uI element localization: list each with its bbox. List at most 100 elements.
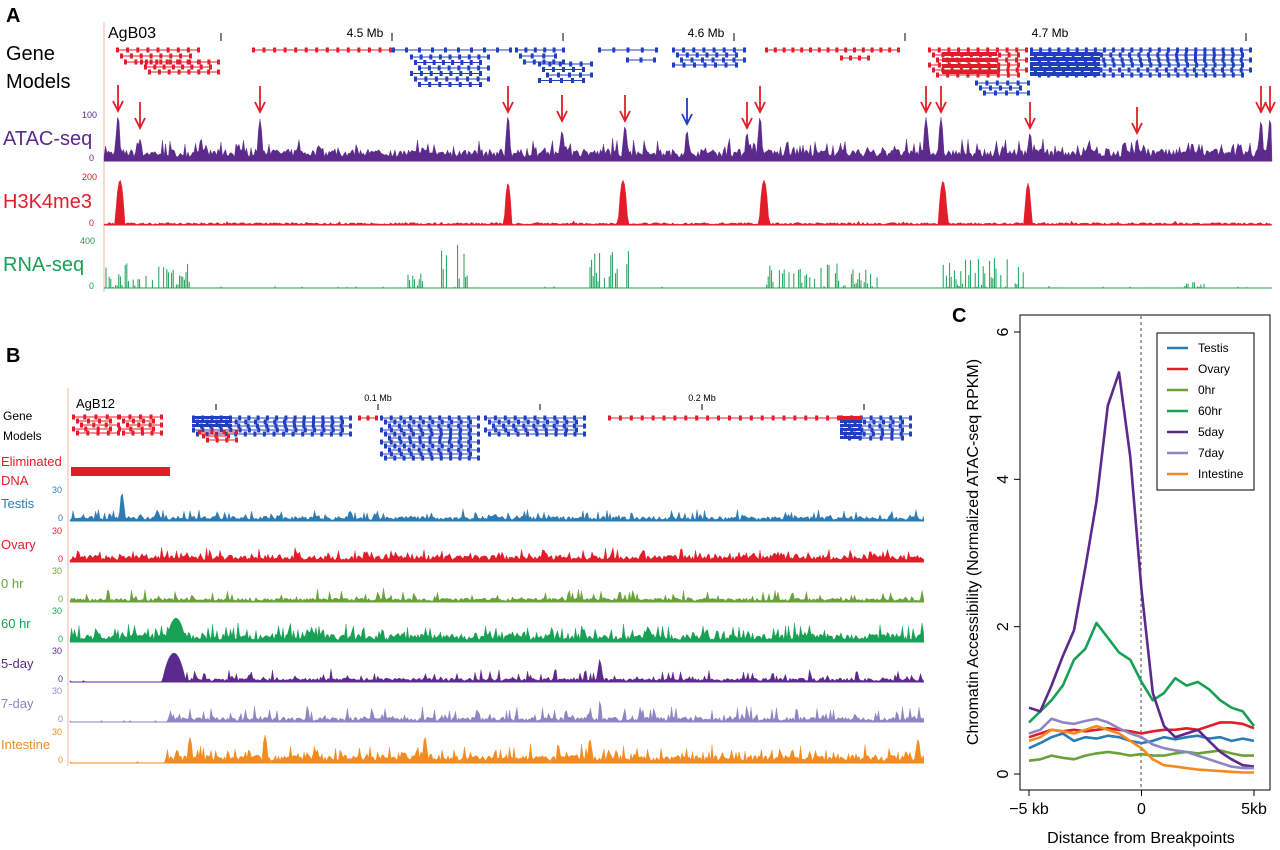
legend-label-intestine: Intestine	[1198, 467, 1244, 481]
gene-a-red-2-row-1	[144, 64, 212, 70]
arrow-red-9	[920, 86, 932, 115]
gene-b-red-exon	[840, 416, 862, 420]
gene-b-red-3-row-2	[206, 437, 238, 443]
gene-a-blue-4-row-2	[546, 72, 593, 78]
gene-b-red-1-row-4	[76, 430, 120, 436]
gene-b-blue-2-row-2	[388, 423, 480, 429]
eliminated-dna-bar	[71, 467, 170, 476]
gene-a-blue-7-row-3	[672, 62, 738, 68]
panel-b-track-min-2: 0	[58, 594, 63, 604]
gene-a-red-2-row-2	[148, 69, 220, 75]
gene-a-red-6-row-0	[928, 47, 1028, 53]
gene-a-blue-7-row-0	[672, 47, 746, 53]
gene-b-red-1-row-0	[72, 414, 120, 420]
chart-series	[1028, 371, 1256, 774]
gene-a-blue-2-row-3	[410, 71, 482, 76]
gene-a-red-1-row-1	[120, 53, 192, 59]
track-max-atac: 100	[82, 110, 97, 120]
panel-b-track-max-0: 30	[52, 485, 62, 495]
gene-b-blue-3-row-0	[484, 415, 586, 421]
panel-a-label: A	[6, 5, 20, 27]
atac-signal-area	[103, 116, 1273, 162]
panel-a-gene-models-line2: Models	[6, 71, 70, 93]
panel-b-track-signal-2	[69, 588, 925, 603]
legend-label-0hr: 0hr	[1198, 383, 1215, 397]
gene-a-red-exon-block-3	[942, 70, 997, 74]
gene-b-blue-exon-block-2-1	[840, 424, 862, 427]
gene-b-blue-2-row-1	[384, 419, 472, 425]
gene-a-red-1-row-0	[116, 47, 200, 53]
panel-b-track-3: 60 hr 30 0	[1, 606, 925, 644]
track-label-rnaseq: RNA-seq	[3, 254, 84, 276]
panel-b-track-min-1: 0	[58, 554, 63, 564]
arrow-red-10	[935, 86, 947, 115]
track-atac-signal	[103, 116, 1273, 162]
gene-a-red-exon-block-0	[942, 52, 997, 56]
gene-b-blue-2-row-10	[384, 455, 480, 461]
panel-b-coord-label-0: 0.1 Mb	[364, 393, 392, 403]
gene-b-blue-exon-block-2	[192, 424, 232, 427]
panel-b-gene-models	[72, 414, 912, 461]
panel-a-coord-label-0: 4.5 Mb	[347, 26, 384, 40]
track-label-atac: ATAC-seq	[3, 128, 92, 150]
panel-b-track-max-4: 30	[52, 646, 62, 656]
gene-a-blue-1	[392, 47, 512, 53]
gene-a-blue-6	[626, 57, 656, 63]
gene-a-blue-9-row-1	[979, 85, 1022, 91]
panel-b-gene-models-line2: Models	[3, 429, 42, 443]
gene-b-blue-exon-block-2-0	[840, 420, 862, 423]
panel-b-track-4: 5-day 30 0	[1, 646, 925, 684]
gene-a-blue-7-row-2	[680, 57, 746, 63]
gene-b-blue-1-row-4	[196, 431, 352, 437]
panel-b-track-signal-3	[69, 617, 925, 643]
panel-a-coord-label-2: 4.7 Mb	[1032, 26, 1069, 40]
panel-b-track-5: 7-day 30 0	[1, 686, 925, 724]
gene-a-blue-3-row-0	[515, 47, 565, 53]
panel-b-track-label-5: 7-day	[1, 696, 34, 711]
panel-b-track-0: Testis 30 0	[1, 485, 925, 523]
gene-b-red-4	[358, 415, 378, 421]
panel-b-track-max-1: 30	[52, 526, 62, 536]
gene-b-blue-2-row-4	[384, 431, 480, 437]
panel-b-track-label-3: 60 hr	[1, 616, 31, 631]
chart-legend: Testis Ovary 0hr 60hr 5day 7day Intestine	[1156, 332, 1255, 491]
arrow-blue-6	[681, 98, 693, 127]
gene-b-blue-exon-block-2-3	[840, 432, 862, 435]
panel-a-chrom: AgB03	[108, 25, 156, 42]
y-tick-label-0: 0	[995, 769, 1012, 778]
panel-b-track-max-5: 30	[52, 686, 62, 696]
x-tick-label-1: 0	[1137, 801, 1146, 818]
panel-b-gene-models-line1: Gene	[3, 409, 33, 423]
gene-a-blue-4-row-3	[538, 78, 585, 83]
panel-c: C 0 2 4 6 −5 kb 0 5kb Testis Ovary 0hr 60hr 5day 7d…	[952, 305, 1271, 847]
panel-a: A AgB03 4.5 Mb 4.6 Mb 4.7 Mb Gene Models A…	[3, 5, 1276, 292]
arrow-red-12	[1131, 107, 1143, 136]
panel-c-label: C	[952, 305, 966, 327]
gene-b-red-1-row-1	[76, 418, 112, 424]
gene-a-blue-3-row-1	[519, 53, 557, 59]
series-line-testis	[1028, 732, 1255, 750]
arrow-red-4	[556, 95, 568, 124]
track-min-atac: 0	[89, 153, 94, 163]
series-line-intestine	[1028, 724, 1254, 774]
panel-a-coordinate-ticks: 4.5 Mb 4.6 Mb 4.7 Mb	[220, 26, 1247, 41]
panel-b-track-1: Ovary 30 0	[1, 526, 925, 564]
chart-ylabel: Chromatin Accessibility (Normalized ATAC…	[965, 359, 982, 745]
gene-b-blue-exon-block-2-4	[840, 436, 862, 439]
panel-b-track-label-6: Intestine	[1, 737, 50, 752]
gene-b-blue-exon-block-0	[192, 416, 232, 419]
eliminated-dna-line2: DNA	[1, 473, 29, 488]
panel-b-track-max-3: 30	[52, 606, 62, 616]
h3k4me3-signal-area	[103, 179, 1273, 226]
gene-b-red-2-row-0	[118, 414, 163, 420]
gene-b-blue-2-row-5	[388, 435, 472, 441]
gene-b-blue-3-row-1	[488, 419, 578, 425]
gene-b-blue-2-row-7	[384, 443, 472, 449]
panel-a-coord-label-1: 4.6 Mb	[688, 26, 725, 40]
panel-b-track-min-0: 0	[58, 513, 63, 523]
track-min-h3k4me3: 0	[89, 218, 94, 228]
chart-axes: 0 2 4 6 −5 kb 0 5kb	[995, 327, 1267, 818]
track-rnaseq-signal	[104, 244, 1272, 289]
